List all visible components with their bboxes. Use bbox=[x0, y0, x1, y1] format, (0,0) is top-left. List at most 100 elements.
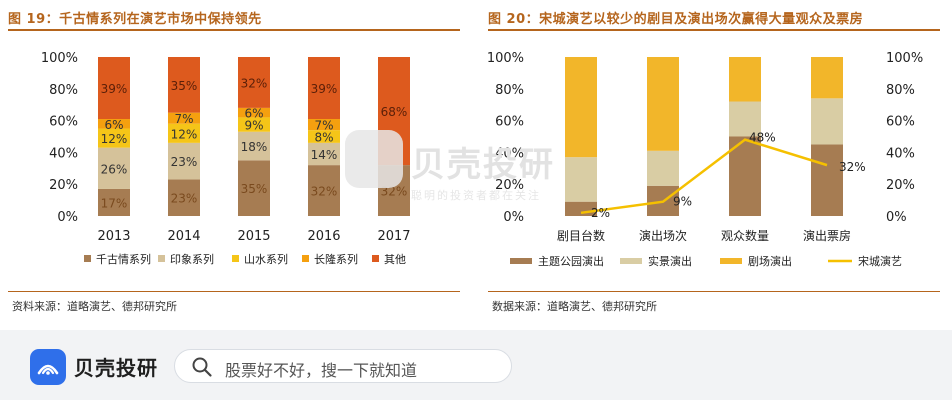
data-label: 32% bbox=[241, 76, 268, 90]
search-input[interactable]: 股票好不好，搜一下就知道 bbox=[174, 349, 512, 383]
app-logo-icon[interactable] bbox=[30, 349, 66, 385]
bar-segment bbox=[729, 136, 761, 216]
data-label: 14% bbox=[311, 148, 338, 162]
right-bottom-rule bbox=[488, 291, 940, 292]
data-label: 8% bbox=[314, 131, 333, 145]
line-data-label: 32% bbox=[839, 160, 866, 174]
data-label: 17% bbox=[101, 196, 128, 210]
bar-segment bbox=[98, 57, 130, 120]
bar-segment bbox=[168, 179, 200, 216]
legend-swatch bbox=[232, 255, 239, 262]
legend-label: 山水系列 bbox=[244, 252, 288, 266]
bar-segment bbox=[811, 144, 843, 216]
legend-label: 主题公园演出 bbox=[538, 254, 604, 268]
y-tick-label: 60% bbox=[495, 115, 524, 130]
right-source-note: 数据来源：道略演艺、德邦研究所 bbox=[492, 300, 657, 313]
legend-swatch bbox=[510, 258, 532, 264]
legend-label: 剧场演出 bbox=[748, 254, 792, 268]
bar-segment bbox=[811, 57, 843, 99]
x-tick-label: 演出票房 bbox=[803, 228, 851, 243]
y-tick-label: 80% bbox=[495, 83, 524, 98]
data-label: 23% bbox=[171, 155, 198, 169]
search-placeholder: 股票好不好，搜一下就知道 bbox=[225, 361, 418, 380]
line-data-label: 2% bbox=[591, 206, 610, 220]
legend-swatch bbox=[158, 255, 165, 262]
songcheng-line bbox=[580, 138, 828, 215]
x-tick-label: 2014 bbox=[167, 229, 200, 244]
right-title-rule bbox=[488, 29, 940, 31]
bar-segment bbox=[98, 119, 130, 129]
legend-label: 其他 bbox=[384, 253, 406, 266]
legend-swatch bbox=[720, 258, 742, 264]
data-label: 32% bbox=[311, 185, 338, 199]
bar-segment bbox=[98, 128, 130, 148]
x-tick-label: 2016 bbox=[307, 229, 340, 244]
data-label: 35% bbox=[241, 182, 268, 196]
search-icon bbox=[192, 357, 212, 377]
bar-segment bbox=[729, 101, 761, 137]
left-source-note: 资料来源：道略演艺、德邦研究所 bbox=[12, 300, 177, 313]
right-figure-panel: 图 20：宋城演艺以较少的剧目及演出场次赢得大量观众及票房 0% 20% 40% 60… bbox=[480, 0, 952, 330]
x-tick-label: 2017 bbox=[377, 229, 410, 244]
line-data-label: 9% bbox=[673, 195, 692, 209]
legend-label: 印象系列 bbox=[170, 252, 214, 266]
line-data-label: 48% bbox=[749, 131, 776, 145]
bar-segment bbox=[168, 142, 200, 180]
data-label: 18% bbox=[241, 140, 268, 154]
y-tick-label: 20% bbox=[495, 178, 524, 193]
bar-segment bbox=[98, 188, 130, 216]
data-label: 32% bbox=[381, 185, 408, 199]
data-label: 39% bbox=[101, 82, 128, 96]
bar-segment bbox=[238, 107, 270, 118]
bar-segment bbox=[168, 57, 200, 113]
y-tick-label: 80% bbox=[49, 83, 78, 98]
bar-segment bbox=[238, 117, 270, 132]
y-tick-label: 60% bbox=[49, 115, 78, 130]
data-label: 12% bbox=[101, 132, 128, 146]
bar-segment bbox=[729, 57, 761, 102]
right-combo-chart: 0% 20% 40% 60% 80% 100% 0% 20% 40% 60% 80% 100% 剧目台数… bbox=[487, 51, 923, 268]
legend-swatch bbox=[84, 255, 91, 262]
bar-segment bbox=[565, 57, 597, 158]
bar-segment bbox=[168, 123, 200, 143]
bar-segment bbox=[98, 147, 130, 189]
legend-label: 长隆系列 bbox=[314, 252, 358, 266]
legend-swatch bbox=[372, 255, 379, 262]
bar-segment bbox=[168, 112, 200, 124]
y2-tick-label: 0% bbox=[886, 210, 907, 225]
y2-tick-label: 100% bbox=[886, 51, 923, 66]
y-tick-label: 40% bbox=[495, 146, 524, 161]
y2-tick-label: 80% bbox=[886, 83, 915, 98]
legend-label: 宋城演艺 bbox=[858, 254, 902, 268]
bar-segment bbox=[238, 131, 270, 161]
left-figure-panel: 图 19：千古情系列在演艺市场中保持领先 0% 20% 40% 60% 80% 100% 1… bbox=[0, 0, 472, 330]
bar-segment bbox=[647, 57, 679, 151]
footer-bar: 贝壳投研 股票好不好，搜一下就知道 bbox=[0, 330, 952, 400]
legend-label: 实景演出 bbox=[648, 254, 692, 268]
y2-tick-label: 20% bbox=[886, 178, 915, 193]
data-label: 7% bbox=[314, 119, 333, 133]
bar-segment bbox=[238, 160, 270, 216]
y-tick-label: 0% bbox=[503, 210, 524, 225]
y-tick-label: 100% bbox=[487, 51, 524, 66]
left-figure-title: 图 19：千古情系列在演艺市场中保持领先 bbox=[8, 12, 262, 27]
y-tick-label: 40% bbox=[49, 146, 78, 161]
app-name[interactable]: 贝壳投研 bbox=[74, 356, 158, 380]
bar-segment bbox=[308, 130, 340, 143]
data-label: 68% bbox=[381, 105, 408, 119]
bar-segment bbox=[811, 98, 843, 145]
y2-tick-label: 60% bbox=[886, 115, 915, 130]
y-tick-label: 100% bbox=[41, 51, 78, 66]
legend-swatch bbox=[302, 255, 309, 262]
bar-segment bbox=[308, 119, 340, 131]
data-label: 35% bbox=[171, 79, 198, 93]
bar-segment bbox=[308, 165, 340, 216]
data-label: 7% bbox=[174, 112, 193, 126]
left-title-rule bbox=[8, 29, 460, 31]
x-tick-label: 2013 bbox=[97, 229, 130, 244]
y-tick-label: 20% bbox=[49, 178, 78, 193]
data-label: 12% bbox=[171, 127, 198, 141]
bar-segment bbox=[308, 57, 340, 120]
bar-segment bbox=[565, 157, 597, 202]
data-label: 26% bbox=[101, 162, 128, 176]
